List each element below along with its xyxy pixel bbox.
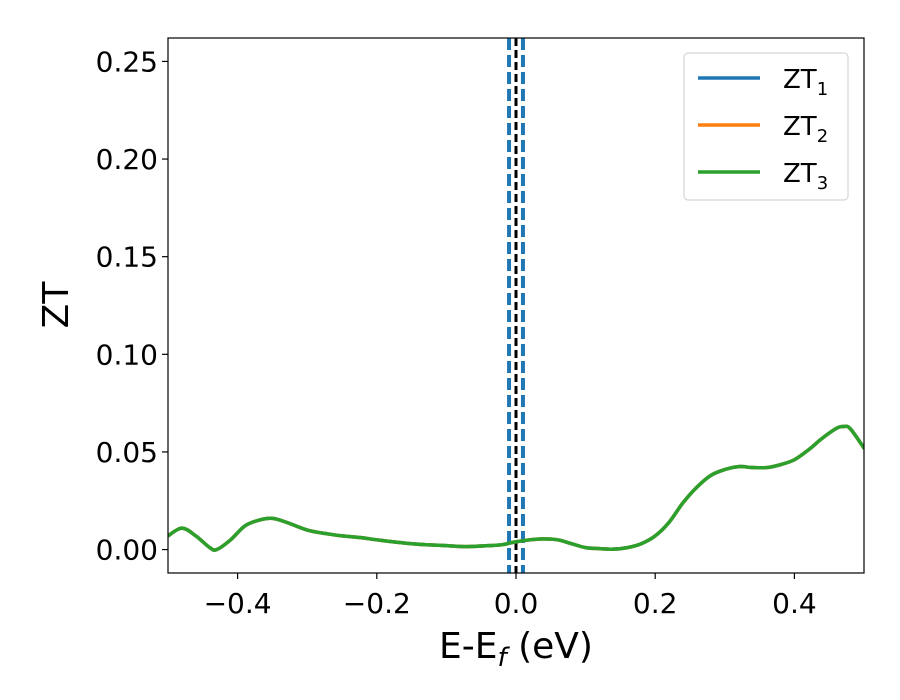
x-tick-label: 0.2 [633, 587, 678, 620]
legend-label-zt1: ZT1 [783, 65, 828, 100]
plot-area [168, 38, 864, 573]
series-line-zt3 [168, 424, 864, 552]
x-axis: −0.4 −0.2 0.0 0.2 0.4 [204, 573, 817, 620]
y-tick-label: 0.20 [96, 143, 158, 176]
x-tick-label: 0.4 [772, 587, 817, 620]
y-tick-label: 0.25 [96, 45, 158, 78]
legend-label-zt3: ZT3 [783, 159, 828, 194]
y-tick-label: 0.15 [96, 241, 158, 274]
x-tick-label: −0.2 [343, 587, 411, 620]
x-axis-title-unit: (eV) [507, 626, 593, 667]
y-tick-label: 0.05 [96, 436, 158, 469]
y-tick-label: 0.10 [96, 338, 158, 371]
y-axis: 0.00 0.05 0.10 0.15 0.20 0.25 [96, 45, 168, 567]
legend-box [683, 52, 849, 201]
x-axis-title: E-Ef (eV) [439, 626, 593, 673]
legend: ZT1 ZT2 ZT3 [683, 52, 849, 201]
y-tick-label: 0.00 [96, 534, 158, 567]
legend-label-zt2: ZT2 [783, 112, 828, 147]
x-tick-label: −0.4 [204, 587, 272, 620]
y-axis-title: ZT [36, 281, 77, 329]
x-tick-label: 0.0 [494, 587, 539, 620]
